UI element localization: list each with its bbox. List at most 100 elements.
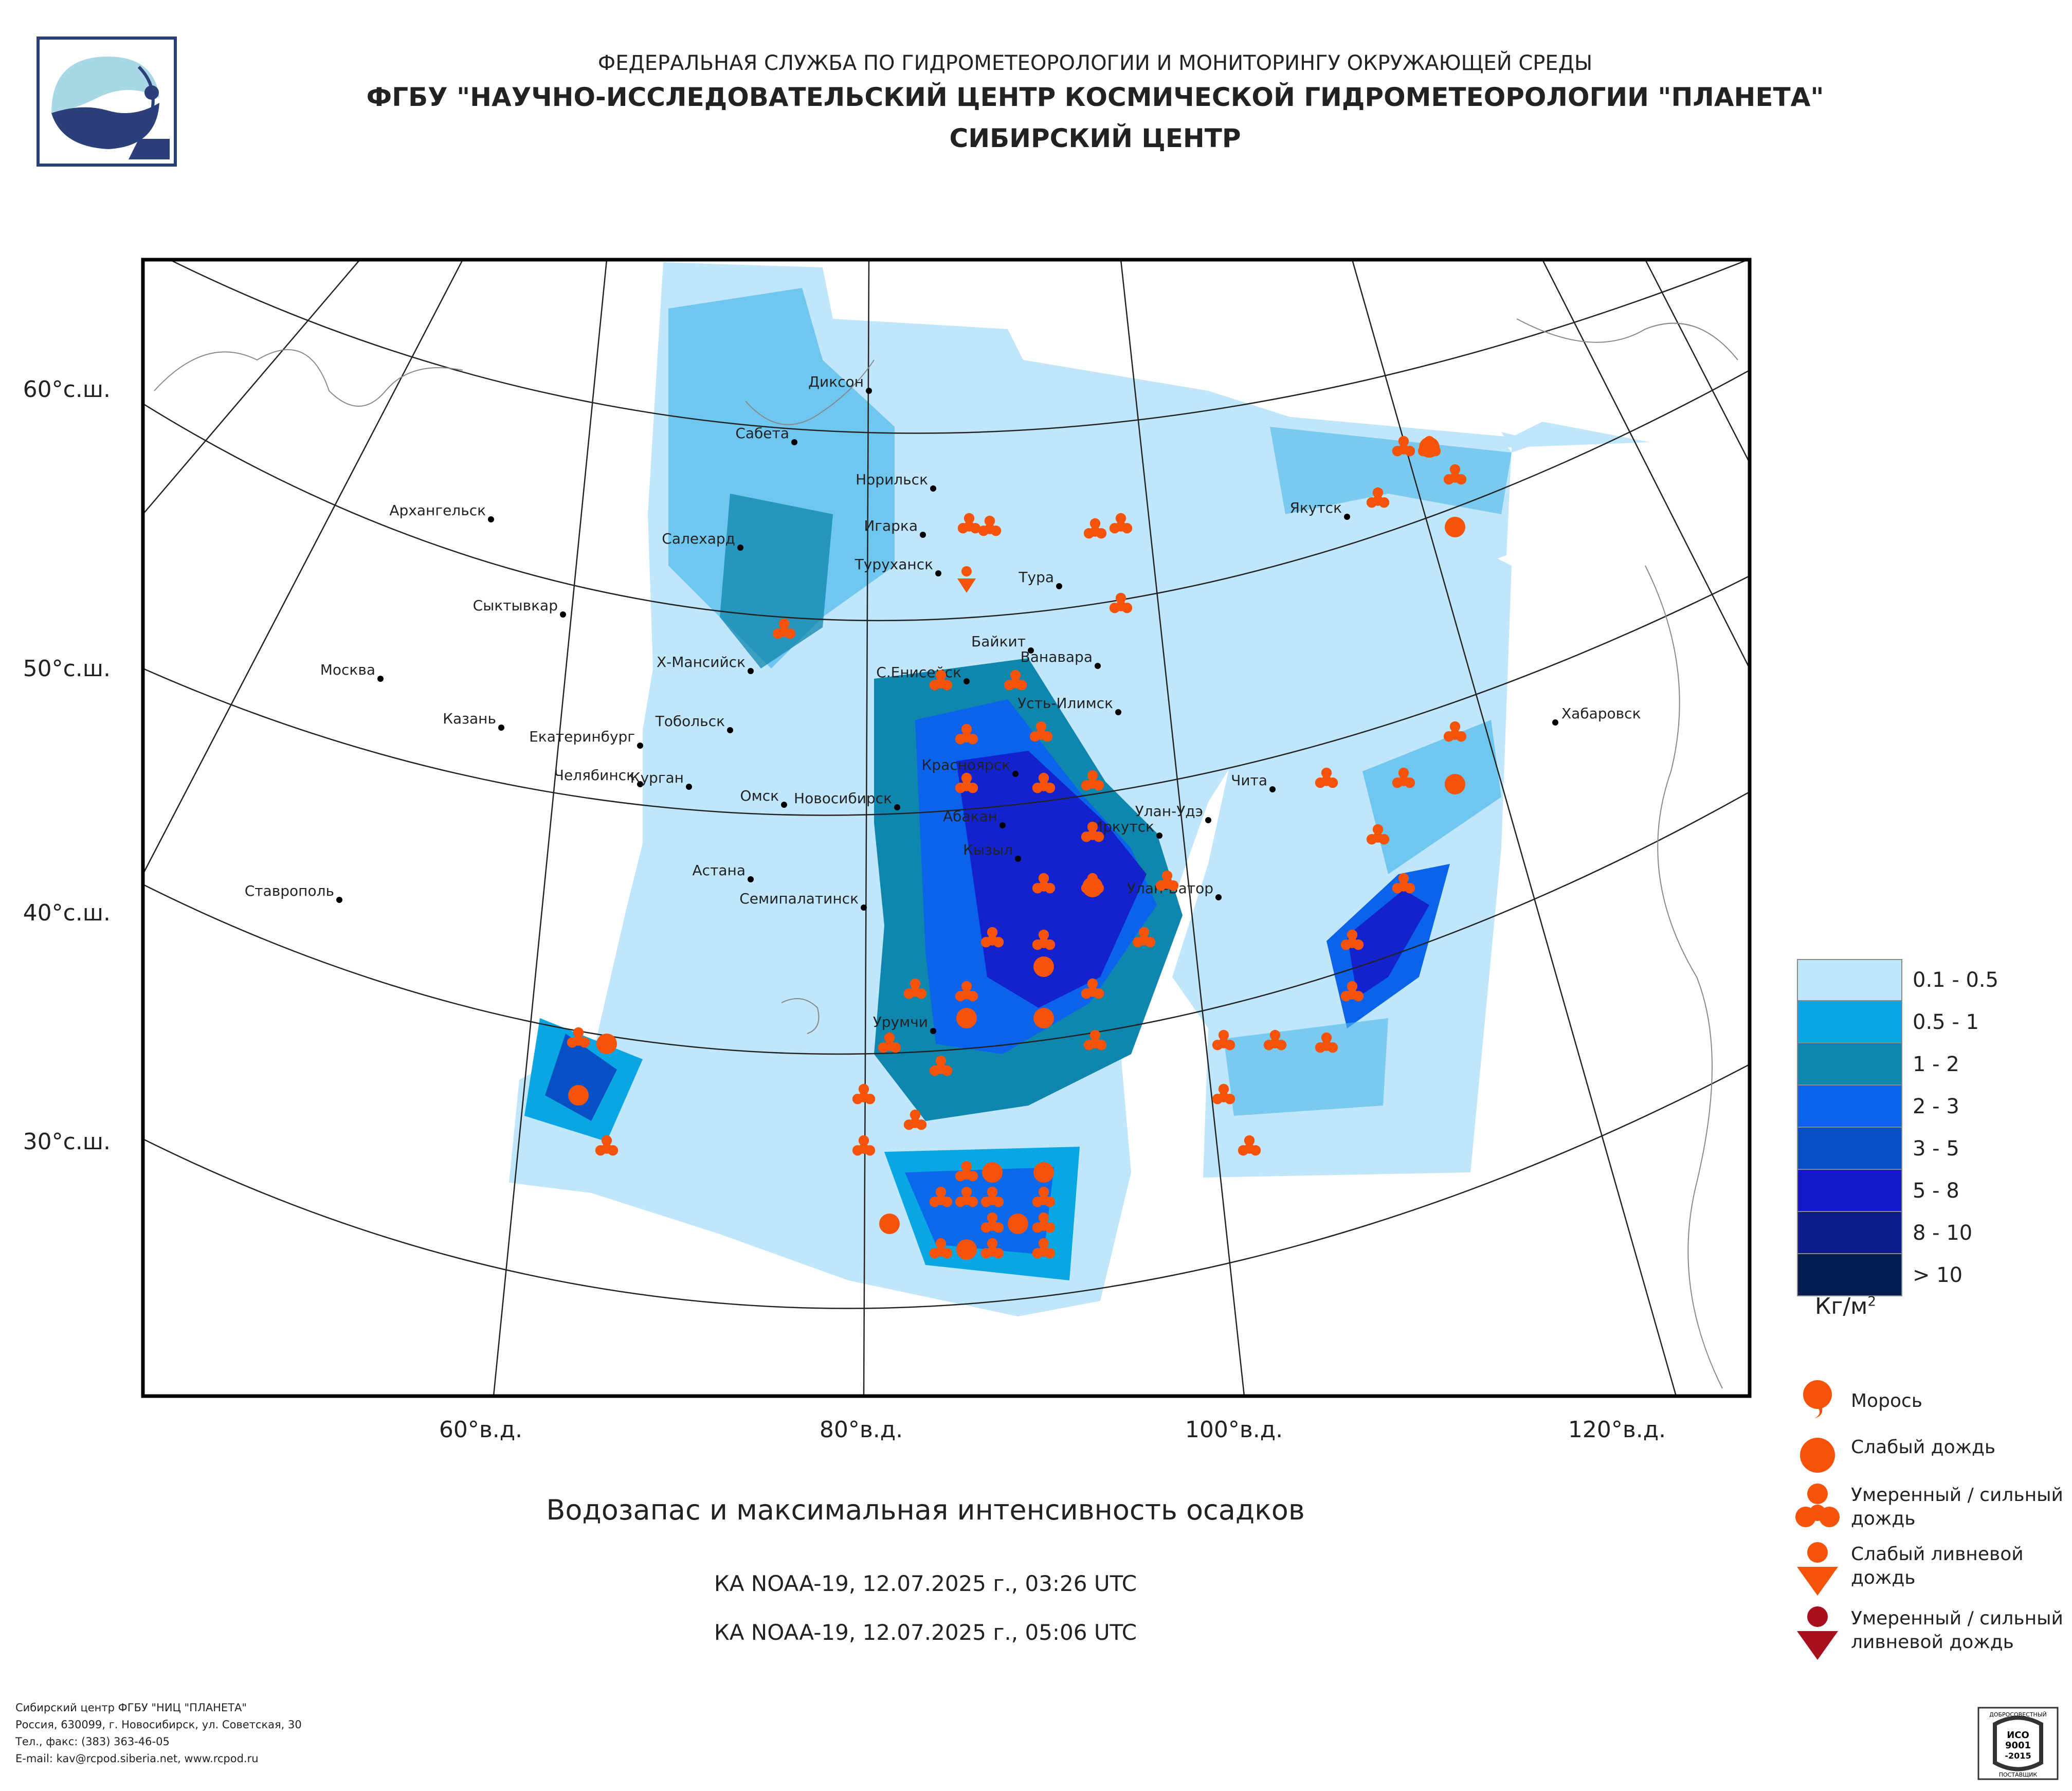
- city-label: Х-Мансийск: [657, 654, 746, 671]
- light-rain-symbol: [1419, 437, 1440, 458]
- moderate-rain-icon: [1795, 1484, 1840, 1527]
- city-marker: [748, 876, 754, 882]
- city-label: Астана: [693, 862, 746, 879]
- city-marker: [1205, 817, 1211, 823]
- legend-swatch: [1797, 1128, 1902, 1170]
- city-label: Усть-Илимск: [1017, 695, 1113, 712]
- city-label: Игарка: [864, 517, 918, 534]
- light-rain-symbol: [1445, 517, 1465, 537]
- city-label: Кызыл: [963, 841, 1013, 858]
- legend-label: 5 - 8: [1913, 1179, 1959, 1203]
- city-label: Новосибирск: [794, 790, 892, 807]
- city-marker: [781, 802, 787, 808]
- city-label: Красноярск: [921, 756, 1010, 773]
- city-marker: [1156, 833, 1162, 839]
- iso-bottom-text: ПОСТАВЩИК: [1999, 1771, 2038, 1778]
- city-label: Ставрополь: [245, 882, 334, 899]
- lat-label-30: 30°с.ш.: [23, 1129, 111, 1155]
- moderate-rain-symbol: [1366, 487, 1390, 508]
- city-label: Тура: [1018, 569, 1054, 586]
- drizzle-icon: [1803, 1380, 1832, 1418]
- symbol-label-drizzle: Морось: [1851, 1390, 1922, 1412]
- city-label: Казань: [443, 710, 496, 727]
- city-label: Норильск: [856, 471, 928, 488]
- city-label: Сыктывкар: [473, 597, 558, 614]
- lat-label-50: 50°с.ш.: [23, 656, 111, 682]
- map-title: Водозапас и максимальная интенсивность о…: [546, 1494, 1305, 1526]
- city-label: Екатеринбург: [529, 728, 635, 745]
- light-rain-symbol: [1445, 774, 1465, 794]
- light-rain-symbol: [1033, 956, 1054, 977]
- light-rain-icon: [1800, 1438, 1835, 1473]
- footer-email: E-mail: kav@rcpod.siberia.net, www.rcpod…: [15, 1752, 259, 1765]
- legend-swatch: [1797, 959, 1902, 1001]
- city-marker: [964, 678, 970, 684]
- moderate-rain-symbol: [1081, 978, 1104, 999]
- legend-swatch: [1797, 1254, 1902, 1296]
- city-marker: [1015, 856, 1021, 862]
- city-marker: [861, 904, 867, 911]
- city-marker: [1344, 514, 1350, 520]
- pass-2: КА NOAA-19, 12.07.2025 г., 05:06 UTC: [714, 1620, 1137, 1645]
- city-label: Хабаровск: [1561, 705, 1641, 722]
- header-institute: ФГБУ "НАУЧНО-ИССЛЕДОВАТЕЛЬСКИЙ ЦЕНТР КОС…: [366, 82, 1824, 112]
- moderate-rain-symbol: [1032, 873, 1056, 894]
- legend-label: 0.5 - 1: [1913, 1010, 1979, 1034]
- legend-label: 3 - 5: [1913, 1137, 1959, 1161]
- light-rain-symbol: [956, 1008, 977, 1028]
- city-marker: [999, 822, 1006, 828]
- footer-contacts: Сибирский центр ФГБУ "НИЦ "ПЛАНЕТА" Росс…: [15, 1699, 302, 1767]
- city-marker: [1012, 771, 1019, 777]
- moderate-rain-symbol: [903, 978, 927, 999]
- city-marker: [930, 1028, 936, 1034]
- moderate-rain-symbol: [955, 1161, 978, 1182]
- city-label: С.Енисейск: [876, 664, 961, 681]
- moderate-rain-symbol: [1032, 1186, 1056, 1207]
- symbol-label-heavy-shower: Умеренный / сильный ливневой дождь: [1851, 1608, 2063, 1653]
- moderate-rain-symbol: [1443, 721, 1467, 742]
- light-rain-symbol: [1008, 1214, 1028, 1234]
- legend-swatch: [1797, 1001, 1902, 1043]
- city-label: Улан-Удэ: [1135, 803, 1203, 820]
- light-rain-symbol: [596, 1034, 617, 1054]
- header-center: СИБИРСКИЙ ЦЕНТР: [949, 123, 1241, 153]
- moderate-rain-symbol: [929, 1055, 953, 1076]
- city-marker: [748, 668, 754, 674]
- city-label: Москва: [320, 661, 375, 678]
- light-rain-symbol: [1082, 877, 1103, 897]
- legend-swatch: [1797, 1043, 1902, 1086]
- moderate-rain-symbol: [852, 1083, 876, 1105]
- moderate-rain-symbol: [1443, 464, 1467, 485]
- iso-mid1-text: ИСО: [2007, 1730, 2029, 1741]
- moderate-rain-symbol: [980, 1238, 1004, 1259]
- city-marker: [498, 725, 504, 731]
- moderate-rain-symbol: [957, 513, 981, 534]
- moderate-rain-symbol: [1212, 1083, 1235, 1105]
- city-marker: [637, 743, 643, 749]
- planeta-logo: [37, 37, 177, 167]
- moderate-rain-symbol: [1109, 592, 1133, 613]
- city-label: Омск: [740, 787, 779, 804]
- moderate-rain-symbol: [772, 618, 796, 639]
- precipitation-symbols: [567, 436, 1467, 1260]
- footer-address: Россия, 630099, г. Новосибирск, ул. Сове…: [15, 1718, 302, 1731]
- moderate-rain-symbol: [903, 1109, 927, 1130]
- legend-swatch: [1797, 1170, 1902, 1212]
- moderate-rain-symbol: [1238, 1135, 1261, 1156]
- city-marker: [1028, 647, 1034, 654]
- lat-label-60: 60°с.ш.: [23, 376, 111, 403]
- city-label: Якутск: [1289, 499, 1342, 516]
- city-marker: [920, 532, 926, 538]
- lon-label-80: 80°в.д.: [819, 1417, 903, 1443]
- header-agency: ФЕДЕРАЛЬНАЯ СЛУЖБА ПО ГИДРОМЕТЕОРОЛОГИИ …: [597, 51, 1593, 75]
- iso-mid3-text: -2015: [2005, 1751, 2031, 1761]
- moderate-rain-symbol: [1083, 518, 1107, 539]
- city-label: Салехард: [662, 530, 735, 547]
- city-marker: [930, 485, 936, 492]
- legend-label: 2 - 3: [1913, 1095, 1959, 1118]
- city-label: Семипалатинск: [739, 890, 859, 907]
- city-marker: [637, 781, 643, 787]
- coverage-swath-west: [509, 262, 1506, 1316]
- city-marker: [560, 611, 566, 618]
- legend-label: 1 - 2: [1913, 1053, 1959, 1076]
